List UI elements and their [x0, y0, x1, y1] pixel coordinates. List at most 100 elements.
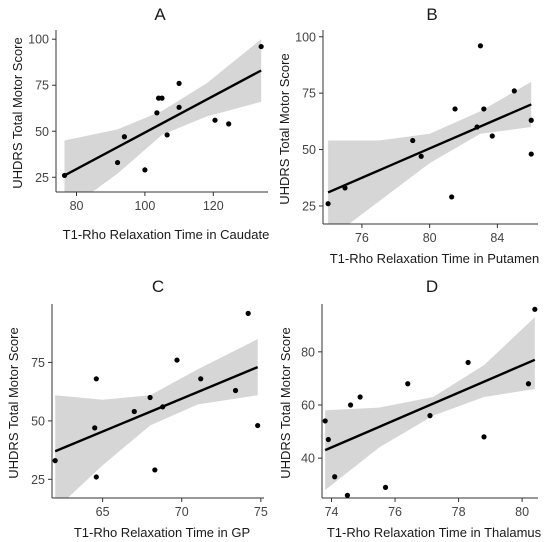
panel-d: 74 76 78 80 40 60 80 D T1-Rho Relaxation Time in…: [278, 277, 542, 540]
data-point: [226, 121, 232, 127]
data-point: [152, 467, 158, 473]
regression-line: [324, 358, 536, 452]
data-point: [474, 124, 480, 130]
x-tick-label: 70: [175, 505, 189, 519]
y-tick-label: 75: [302, 87, 316, 101]
data-point: [131, 408, 137, 415]
x-tick-label: 74: [325, 505, 339, 519]
data-point: [147, 394, 153, 401]
y-tick-label: 60: [301, 398, 315, 412]
y-tick-label: 50: [302, 143, 316, 157]
data-point: [481, 106, 487, 112]
data-point: [258, 43, 264, 50]
confidence-band: [328, 81, 532, 224]
y-tick-label: 25: [31, 473, 45, 487]
data-point: [174, 357, 180, 363]
data-point: [176, 80, 182, 86]
data-point: [154, 110, 160, 116]
regression-line: [63, 69, 262, 177]
data-point: [198, 376, 204, 382]
data-point: [325, 201, 331, 207]
x-tick-label: 80: [515, 505, 529, 519]
x-tick-label: 75: [254, 505, 268, 519]
data-point: [164, 132, 170, 138]
x-axis-title: T1-Rho Relaxation Time in Caudate: [63, 227, 270, 242]
y-tick-label: 50: [31, 414, 45, 428]
x-tick-label: 84: [490, 231, 504, 245]
data-point: [92, 425, 98, 431]
data-point: [410, 137, 416, 144]
data-point: [344, 492, 351, 498]
data-point: [121, 134, 127, 140]
data-point: [159, 95, 165, 101]
y-axis-title: UHDRS Total Motor Score: [6, 327, 21, 478]
panel-label: A: [154, 5, 166, 24]
data-point: [528, 151, 534, 157]
confidence-band: [325, 317, 535, 490]
data-point: [481, 434, 487, 440]
data-point: [405, 381, 411, 387]
data-point: [489, 133, 495, 139]
regression-line: [54, 366, 259, 453]
panel-label: D: [426, 277, 438, 296]
data-point: [322, 418, 328, 424]
x-tick-label: 65: [96, 505, 110, 519]
data-point: [325, 436, 331, 443]
x-axis-title: T1-Rho Relaxation Time in Thalamus: [327, 525, 542, 540]
data-point: [212, 117, 218, 123]
data-point: [465, 359, 471, 366]
y-tick-label: 75: [31, 356, 45, 370]
data-point: [511, 88, 517, 94]
data-point: [525, 381, 532, 387]
y-tick-label: 80: [301, 345, 315, 359]
data-point: [245, 310, 251, 316]
x-tick-label: 100: [134, 199, 155, 213]
data-point: [452, 106, 458, 112]
y-axis-title: UHDRS Total Motor Score: [277, 53, 292, 204]
panel-label: B: [426, 5, 437, 24]
data-point: [332, 474, 338, 480]
data-point: [418, 153, 424, 159]
x-tick-label: 76: [355, 231, 369, 245]
y-tick-label: 75: [35, 79, 49, 93]
data-point: [427, 413, 433, 419]
x-axis-title: T1-Rho Relaxation Time in Putamen: [330, 251, 540, 266]
data-point: [176, 104, 182, 110]
data-point: [52, 458, 58, 464]
panel-label: C: [152, 277, 164, 296]
confidence-band: [64, 39, 262, 192]
data-point: [528, 117, 534, 123]
y-tick-label: 40: [301, 452, 315, 466]
x-axis-title: T1-Rho Relaxation Time in GP: [74, 525, 250, 540]
data-point: [449, 194, 455, 200]
x-tick-label: 80: [70, 199, 84, 213]
data-point: [477, 43, 484, 49]
y-axis-title: UHDRS Total Motor Score: [278, 327, 293, 478]
data-point: [382, 484, 389, 490]
data-point: [93, 376, 99, 382]
data-point: [142, 167, 148, 173]
data-point: [342, 185, 348, 191]
panel-b: 76 80 84 25 50 75 100 B T1-Rho Relaxation Time i…: [277, 5, 539, 266]
regression-line: [327, 103, 532, 194]
x-tick-label: 78: [452, 505, 466, 519]
confidence-band: [55, 339, 258, 498]
y-tick-label: 50: [35, 125, 49, 139]
data-point: [347, 402, 354, 408]
y-tick-label: 100: [28, 33, 49, 47]
data-point: [357, 394, 363, 400]
data-point: [93, 474, 99, 480]
x-tick-label: 120: [203, 199, 224, 213]
y-tick-label: 25: [35, 171, 49, 185]
data-point: [114, 159, 121, 166]
y-tick-label: 100: [295, 30, 316, 44]
data-point: [255, 422, 261, 429]
x-tick-label: 76: [388, 505, 402, 519]
y-axis-title: UHDRS Total Motor Score: [10, 37, 25, 188]
data-point: [160, 404, 166, 410]
panel-a: 80 100 120 25 50 75 100 A T1-Rho Relaxation Time…: [10, 5, 269, 242]
data-point: [61, 172, 68, 179]
data-point: [232, 387, 239, 394]
panel-c: 65 70 75 25 50 75 C T1-Rho Relaxation Time in G…: [6, 277, 268, 540]
